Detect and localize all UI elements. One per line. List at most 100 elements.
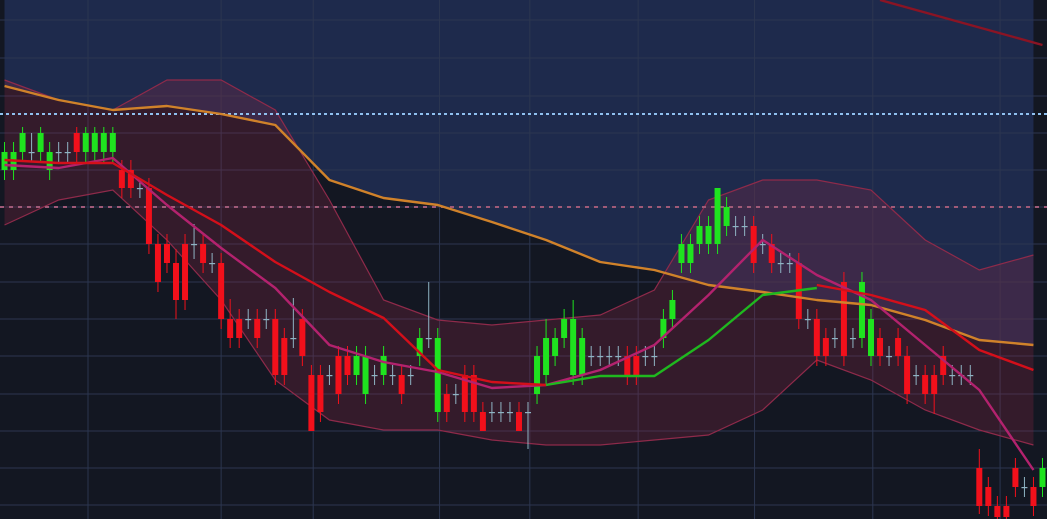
candle-body <box>182 244 189 300</box>
candle-body <box>73 133 80 152</box>
candle-body <box>398 375 405 394</box>
candle-body <box>136 188 143 190</box>
candle-body <box>28 152 35 154</box>
candle-body <box>154 244 161 282</box>
candle-body <box>109 133 116 152</box>
candle-body <box>831 338 838 340</box>
candle-body <box>326 375 333 377</box>
candle-body <box>877 338 884 356</box>
candle-body <box>570 319 577 375</box>
candle-body <box>470 375 477 412</box>
candle-body <box>227 319 234 338</box>
candle-body <box>163 244 170 263</box>
candle-body <box>209 263 216 265</box>
candle-body <box>678 244 685 263</box>
candle-body <box>425 338 432 340</box>
candle-body <box>895 338 902 356</box>
candle-body <box>218 263 225 319</box>
candle-body <box>263 319 270 321</box>
candle-body <box>497 412 504 414</box>
candle-body <box>362 356 369 394</box>
candle-body <box>82 133 89 152</box>
candle-body <box>127 170 134 188</box>
candle-body <box>407 375 414 377</box>
candle-body <box>777 263 784 265</box>
candle-body <box>434 338 441 412</box>
candle-body <box>759 244 766 246</box>
candle-body <box>145 188 152 244</box>
candle-body <box>543 338 550 375</box>
candle-body <box>91 133 98 152</box>
candle-body <box>931 375 938 394</box>
candle-body <box>236 319 243 338</box>
candle-body <box>254 319 261 338</box>
candle-body <box>534 356 541 394</box>
candle-body <box>615 356 622 358</box>
candle-body <box>1003 506 1010 517</box>
candle-body <box>840 282 847 356</box>
band-line <box>4 79 1034 326</box>
candle-body <box>967 375 974 377</box>
candle-body <box>515 412 522 431</box>
candle-body <box>768 244 775 263</box>
candle-body <box>660 319 667 338</box>
candle-body <box>723 207 730 226</box>
candle-body <box>272 319 279 375</box>
candle-body <box>597 356 604 358</box>
candle-body <box>1012 468 1019 487</box>
candle-body <box>443 394 450 412</box>
candle-body <box>64 152 71 154</box>
candle-body <box>371 375 378 377</box>
candle-body <box>561 319 568 338</box>
candle-body <box>299 319 306 356</box>
candle-body <box>804 319 811 321</box>
candle-body <box>1039 468 1046 487</box>
candle-body <box>1021 487 1028 489</box>
candle-body <box>19 133 26 152</box>
candle-body <box>858 282 865 338</box>
candle-body <box>55 152 62 154</box>
candle-body <box>633 356 640 375</box>
candle-body <box>173 263 180 300</box>
candle-body <box>940 356 947 375</box>
candle-body <box>976 468 983 506</box>
candle-body <box>687 244 694 263</box>
candle-body <box>1030 487 1037 506</box>
candle-body <box>380 356 387 375</box>
candle-body <box>741 226 748 228</box>
indicator-line <box>4 158 1034 387</box>
candle-body <box>624 356 631 375</box>
candle-body <box>669 300 676 319</box>
candle-body <box>922 375 929 394</box>
band-fill <box>4 80 1034 445</box>
candle-body <box>985 487 992 506</box>
candle-body <box>886 356 893 358</box>
candle-body <box>37 133 44 152</box>
candle-body <box>344 356 351 375</box>
candle-body <box>588 356 595 358</box>
candle-body <box>705 226 712 244</box>
candle-body <box>416 338 423 356</box>
candle-body <box>353 356 360 375</box>
candle-body <box>100 133 107 152</box>
candle-body <box>389 375 396 377</box>
candle-body <box>335 356 342 394</box>
candle-body <box>452 394 459 396</box>
candle-body <box>290 338 297 340</box>
candle-body <box>191 244 198 246</box>
candle-body <box>479 412 486 431</box>
candle-body <box>904 356 911 394</box>
candle-body <box>849 338 856 340</box>
candle-body <box>867 319 874 356</box>
candle-body <box>308 375 315 431</box>
candle-body <box>949 375 956 377</box>
candle-body <box>642 356 649 358</box>
candle-body <box>786 263 793 265</box>
candle-body <box>525 412 532 414</box>
candle-body <box>714 188 721 244</box>
upper-area <box>4 0 1034 345</box>
indicator-line <box>4 84 1034 347</box>
indicator-line <box>545 286 817 387</box>
